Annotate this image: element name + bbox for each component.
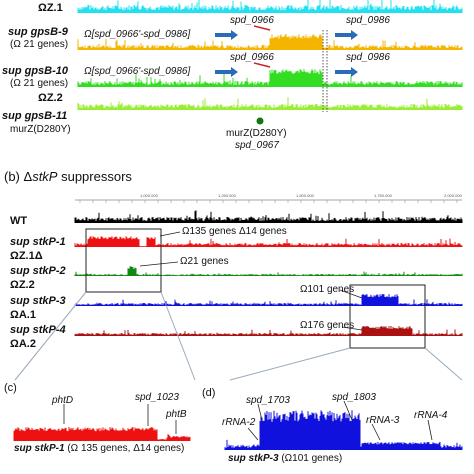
- annotation-135: Ω135 genes Δ14 genes: [182, 226, 287, 237]
- panel-b-title: (b) ΔstkP suppressors: [4, 169, 132, 184]
- gene-marker: [253, 62, 271, 68]
- zoom-connector: [229, 347, 351, 381]
- tick-label: 2,000,000: [444, 193, 462, 198]
- row-label-stkp1: sup stkP-1: [10, 236, 66, 248]
- zoom-box-c: [85, 228, 162, 293]
- gpsb11-name: sup gpsB-11: [2, 110, 68, 122]
- spd0967-label: spd_0967: [235, 140, 279, 151]
- zoom-box-d: [349, 284, 426, 349]
- zoom-connector: [14, 291, 87, 381]
- annotation-line: [339, 289, 363, 299]
- track-omega-z1: [77, 0, 463, 13]
- region-label: Ω[spd_0966'-spd_0986]: [84, 66, 191, 77]
- gene-pointer: [371, 423, 381, 441]
- track-wt: [74, 210, 463, 223]
- annotation-line: [159, 231, 181, 237]
- row-omega-stkp4: ΩA.2: [10, 338, 36, 350]
- track-gpsb10: [77, 69, 463, 87]
- gene-label: spd_0966: [230, 52, 274, 63]
- coverage-bars: [77, 0, 463, 13]
- row-label-stkp4: sup stkP-4: [10, 324, 66, 336]
- row-label-stkp3: sup stkP-3: [10, 295, 66, 307]
- coverage-bars: [77, 34, 463, 50]
- arrow-icon: [215, 30, 238, 40]
- axis-ticks: [79, 200, 458, 203]
- omega-z1-label: ΩZ.1: [38, 2, 63, 14]
- murz-point-label: murZ(D280Y): [226, 128, 287, 139]
- gene-pointer: [257, 403, 263, 421]
- gene-label-spd1803: spd_1803: [332, 392, 376, 403]
- gpsb10-omega: (Ω 21 genes): [10, 78, 69, 89]
- row-label-stkp2: sup stkP-2: [10, 265, 66, 277]
- gene-label-spd1703: spd_1703: [246, 395, 290, 406]
- tick-label: 1,750,000: [374, 193, 392, 198]
- gpsb9-name: sup gpsB-9: [8, 26, 68, 38]
- coverage-bars: [77, 69, 463, 87]
- gene-label-rrna2: rRNA-2: [222, 417, 256, 428]
- gene-label-phtB: phtB: [166, 409, 187, 420]
- region-label: Ω[spd_0966'-spd_0986]: [84, 29, 191, 40]
- mutation-dot: [256, 117, 264, 125]
- coverage-bars: [224, 410, 463, 450]
- coverage-bars: [77, 97, 463, 110]
- panel-c-caption: sup stkP-1 (Ω 135 genes, Δ14 genes): [14, 443, 185, 454]
- track-stkp3: [74, 294, 463, 306]
- track-zoom-d: [224, 410, 463, 450]
- coverage-bars: [74, 326, 463, 336]
- tick-label: 1,500,000: [296, 193, 314, 198]
- panel-c-label: (c): [4, 382, 17, 394]
- gpsb11-murz: murZ(D280Y): [10, 124, 71, 135]
- arrow-icon: [215, 67, 238, 77]
- gene-label: spd_0986: [346, 52, 390, 63]
- coverage-bars: [74, 294, 463, 306]
- panel-d-caption: sup stkP-3 (Ω101 genes): [228, 453, 343, 464]
- omega-z2-label: ΩZ.2: [38, 92, 63, 104]
- coverage-bars: [74, 210, 463, 223]
- coverage-bars: [13, 427, 191, 441]
- track-gpsb11: [77, 97, 463, 110]
- coverage-bars: [74, 266, 463, 276]
- gene-label: spd_0966: [230, 15, 274, 26]
- annotation-101: Ω101 genes: [300, 284, 355, 295]
- gpsb9-omega: (Ω 21 genes): [10, 39, 69, 50]
- gene-label-rrna3: rRNA-3: [366, 415, 400, 426]
- row-omega-stkp1: ΩZ.1Δ: [10, 250, 43, 262]
- row-omega-stkp2: ΩZ.2: [10, 279, 35, 291]
- gene-label-rrna4: rRNA-4: [414, 410, 448, 421]
- track-stkp1: [74, 236, 463, 247]
- track-stkp2: [74, 266, 463, 276]
- row-label-wt: WT: [10, 215, 28, 227]
- gene-pointer: [343, 400, 353, 421]
- gene-label-phtD: phtD: [52, 395, 74, 406]
- zoom-connector: [424, 347, 463, 381]
- gene-label-spd1023: spd_1023: [135, 392, 179, 403]
- arrow-icon: [335, 30, 358, 40]
- annotation-176: Ω176 genes: [300, 320, 355, 331]
- zoom-connector: [160, 291, 196, 381]
- arrow-icon: [335, 67, 358, 77]
- tick-label: 1,250,000: [218, 193, 236, 198]
- gpsb10-name: sup gpsB-10: [2, 65, 69, 77]
- gene-pointer: [427, 419, 433, 441]
- row-omega-stkp3: ΩA.1: [10, 309, 36, 321]
- panel-d-label: (d): [202, 387, 216, 399]
- gene-marker: [253, 25, 271, 31]
- track-stkp4: [74, 326, 463, 336]
- track-gpsb9: [77, 34, 463, 50]
- track-zoom-c: [13, 427, 191, 441]
- annotation-line: [341, 326, 363, 331]
- annotation-line: [139, 261, 179, 267]
- tick-label: 1,000,000: [140, 193, 158, 198]
- annotation-21: Ω21 genes: [180, 256, 229, 267]
- gene-label: spd_0986: [346, 15, 390, 26]
- gene-pointer: [247, 427, 259, 441]
- coverage-bars: [74, 236, 463, 247]
